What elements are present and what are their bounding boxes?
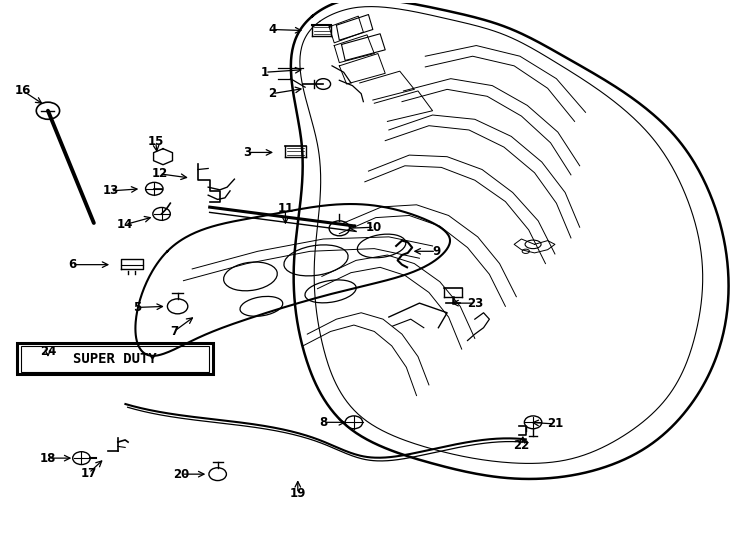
Text: 1: 1 (261, 66, 269, 79)
Text: 22: 22 (513, 439, 529, 452)
Text: 19: 19 (290, 487, 306, 500)
Text: 13: 13 (103, 184, 119, 198)
Text: 21: 21 (547, 417, 563, 430)
Text: 9: 9 (432, 245, 440, 258)
Text: 5: 5 (134, 301, 142, 314)
Text: 17: 17 (81, 467, 97, 480)
Text: 11: 11 (277, 202, 294, 215)
Text: 7: 7 (170, 325, 178, 338)
Text: 23: 23 (467, 296, 483, 309)
Text: 4: 4 (268, 23, 277, 36)
Text: 3: 3 (243, 146, 251, 159)
Bar (21, 346, 209, 372)
Text: 2: 2 (268, 87, 277, 100)
Text: SUPER DUTY: SUPER DUTY (73, 352, 157, 366)
Text: 24: 24 (40, 345, 56, 357)
Text: 15: 15 (148, 135, 164, 148)
Text: 12: 12 (151, 167, 167, 180)
Text: 14: 14 (117, 218, 134, 231)
Text: 16: 16 (15, 84, 32, 97)
Text: 6: 6 (68, 258, 76, 271)
Bar (18, 343, 213, 374)
Text: 10: 10 (366, 221, 382, 234)
Text: 20: 20 (173, 468, 189, 481)
Text: 8: 8 (319, 416, 327, 429)
Text: 18: 18 (40, 451, 56, 464)
